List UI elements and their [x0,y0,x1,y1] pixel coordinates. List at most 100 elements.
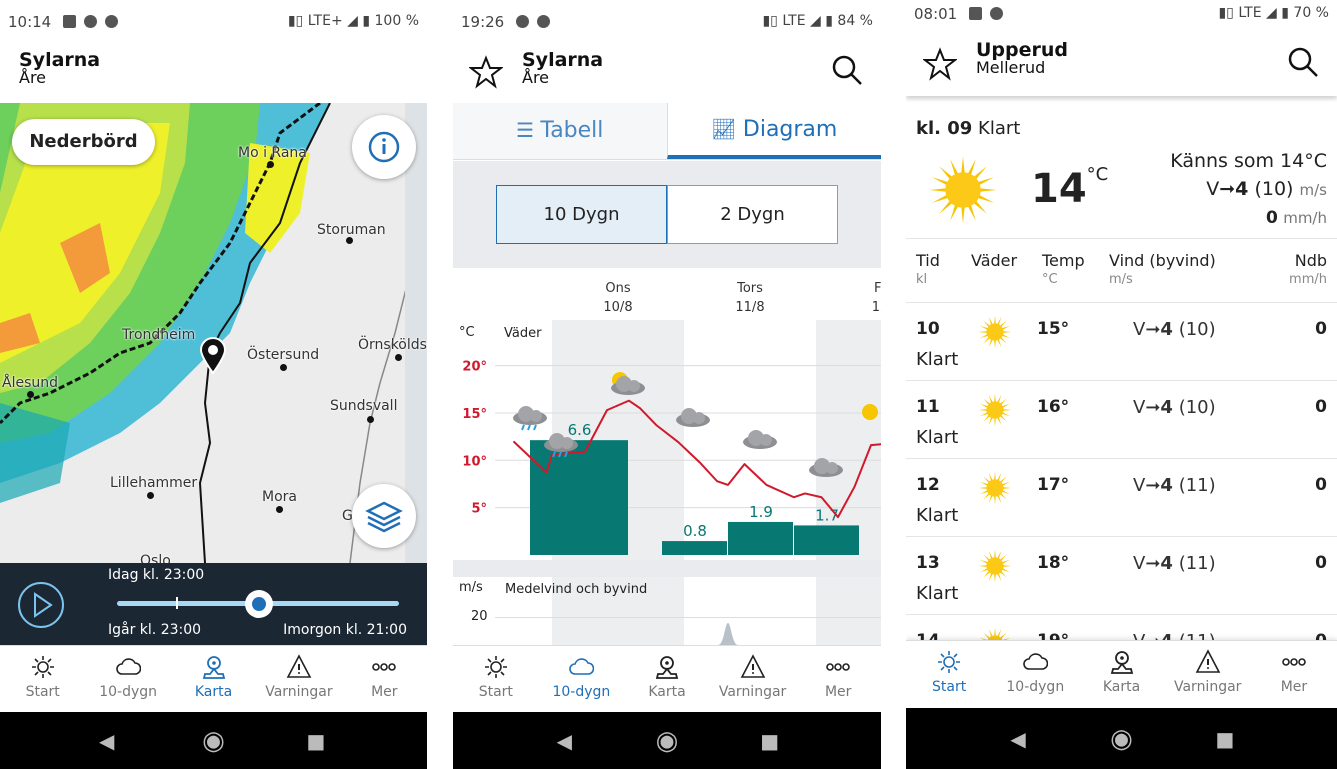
table-icon: ☰ [516,118,541,142]
row-precip: 0 [1315,319,1327,339]
nav-item-start[interactable]: Start [906,641,992,708]
bottom-nav: Start 10-dygn Karta Varningar Mer [0,645,427,712]
slider-handle[interactable] [245,590,273,618]
location-header[interactable]: Upperud Mellerud [976,39,1068,77]
bottom-nav: Start 10-dygn Karta Varningar Mer [453,645,881,712]
favorite-star-icon[interactable] [923,47,957,81]
current-weather: kl. 09 Klart 14°C Känns som 14°C V➞4 (10… [906,100,1337,238]
search-icon[interactable] [1287,46,1319,78]
status-bar: 19:26 ▮▯ LTE ◢ ▮ 84 % [453,13,881,35]
temperature-precipitation-chart: 20° 15° 10° 5° °C Väder Ons 10/8 Tors 11/8 Fr 12 6.6… [459,281,881,563]
tab-label: Tabell [540,118,604,143]
nav-item-karta[interactable]: Karta [624,646,710,712]
table-row[interactable]: 10 Klart 15° V➞4 (10) 0 [906,302,1337,380]
column-label: Väder [971,251,1018,270]
current-condition: Klart [978,118,1021,139]
nav-item-varningar[interactable]: Varningar [710,646,796,712]
battery-label: 84 % [837,13,873,29]
bottom-nav: Start 10-dygn Karta Varningar Mer [906,640,1337,708]
column-header: Ndb mm/h [1289,251,1327,287]
recents-icon[interactable]: ■ [760,728,780,753]
range-selector-area: 10 Dygn 2 Dygn [453,161,881,268]
recents-icon[interactable]: ■ [306,728,326,753]
city-dot [27,391,34,398]
wind-tick: 20 [471,609,488,624]
map-layers-button[interactable] [352,484,416,548]
nav-item-karta[interactable]: Karta [171,646,256,712]
nav-item-start[interactable]: Start [0,646,85,712]
city-label: Sundsvall [330,398,398,414]
tab-tabell[interactable]: ☰ Tabell [453,103,667,159]
nav-label: Varningar [1173,679,1242,695]
city-label: Mora [262,489,297,505]
table-header: Tid kl Väder Temp °C Vind (byvind) m/s Ndb mm/h [906,238,1337,302]
nav-item-mer[interactable]: Mer [342,646,427,712]
tab-label: Diagram [742,117,838,142]
row-hour: 11 [916,397,940,417]
precip-unit: mm/h [1283,209,1327,227]
nav-item-varningar[interactable]: Varningar [1165,641,1251,708]
wind-gust: (11) [1178,553,1216,574]
row-condition: Klart [916,505,959,526]
info-icon [368,131,400,163]
status-time: 19:26 [461,13,505,31]
favorite-star-icon[interactable] [469,55,503,89]
nav-item-mer[interactable]: Mer [1251,641,1337,708]
nav-item-varningar[interactable]: Varningar [256,646,341,712]
nav-item-karta[interactable]: Karta [1078,641,1164,708]
row-wind: V➞4 (11) [1133,553,1216,574]
timeline-start-label: Igår kl. 23:00 [108,622,202,638]
back-icon[interactable]: ◀ [556,728,572,753]
tab-diagram[interactable]: 📈︎ Diagram [666,103,881,159]
home-icon[interactable]: ◉ [1110,723,1133,754]
current-temp: 14 [1031,166,1087,212]
location-header[interactable]: Sylarna Åre [522,49,603,87]
wind-gust: (10) [1178,319,1216,340]
nav-item-10-dygn[interactable]: 10-dygn [539,646,625,712]
table-row[interactable]: 13 Klart 18° V➞4 (11) 0 [906,536,1337,614]
sun-icon [978,471,1012,505]
table-row[interactable]: 12 Klart 17° V➞4 (11) 0 [906,458,1337,536]
nav-item-mer[interactable]: Mer [795,646,881,712]
segment-2-dygn[interactable]: 2 Dygn [667,185,838,244]
map-pin-icon [1110,651,1133,674]
chart-icon: 📈︎ [711,117,743,141]
column-header: Tid kl [916,251,940,287]
home-icon[interactable]: ◉ [655,725,679,756]
precip-value: 0 [1265,208,1278,228]
recents-icon[interactable]: ■ [1215,726,1235,751]
location-header[interactable]: Sylarna Åre [19,49,100,87]
diagram-screen: 19:26 ▮▯ LTE ◢ ▮ 84 % Sylarna Åre ☰ Tabe… [453,0,881,769]
wind-direction: V [1206,178,1220,200]
location-pin-icon [199,337,227,375]
precipitation-map [0,101,427,564]
nav-item-10-dygn[interactable]: 10-dygn [992,641,1078,708]
location-title: Sylarna [19,49,101,71]
status-right: ▮▯ LTE ◢ ▮ 84 % [762,13,873,29]
nav-item-10-dygn[interactable]: 10-dygn [85,646,170,712]
info-button[interactable] [352,115,416,179]
city-dot [346,237,353,244]
network-label: LTE+ [307,13,343,29]
row-wind: V➞4 (10) [1133,319,1216,340]
search-icon[interactable] [831,54,863,86]
android-nav-bar: ◀ ◉ ■ [906,708,1337,769]
play-button[interactable] [17,581,65,629]
nav-label: 10-dygn [1006,679,1065,695]
wind-direction: V [1133,475,1146,496]
map-view[interactable]: Mo i Rana Storuman Trondheim Östersund Ö… [0,101,427,569]
back-icon[interactable]: ◀ [99,728,115,753]
home-icon[interactable]: ◉ [202,725,225,756]
segment-10-dygn[interactable]: 10 Dygn [496,185,667,244]
precipitation-label: 1.9 [749,503,773,521]
city-label: Mo i Rana [238,145,307,161]
nav-label: Varningar [265,684,333,700]
wind-speed: 4 [1160,319,1173,340]
back-icon[interactable]: ◀ [1010,726,1026,751]
nav-item-start[interactable]: Start [453,646,539,712]
table-row[interactable]: 11 Klart 16° V➞4 (10) 0 [906,380,1337,458]
date-label: 11/8 [735,300,764,315]
precipitation-bar [662,541,727,555]
column-header: Väder [971,251,1017,272]
layer-type-button[interactable]: Nederbörd [12,119,155,165]
